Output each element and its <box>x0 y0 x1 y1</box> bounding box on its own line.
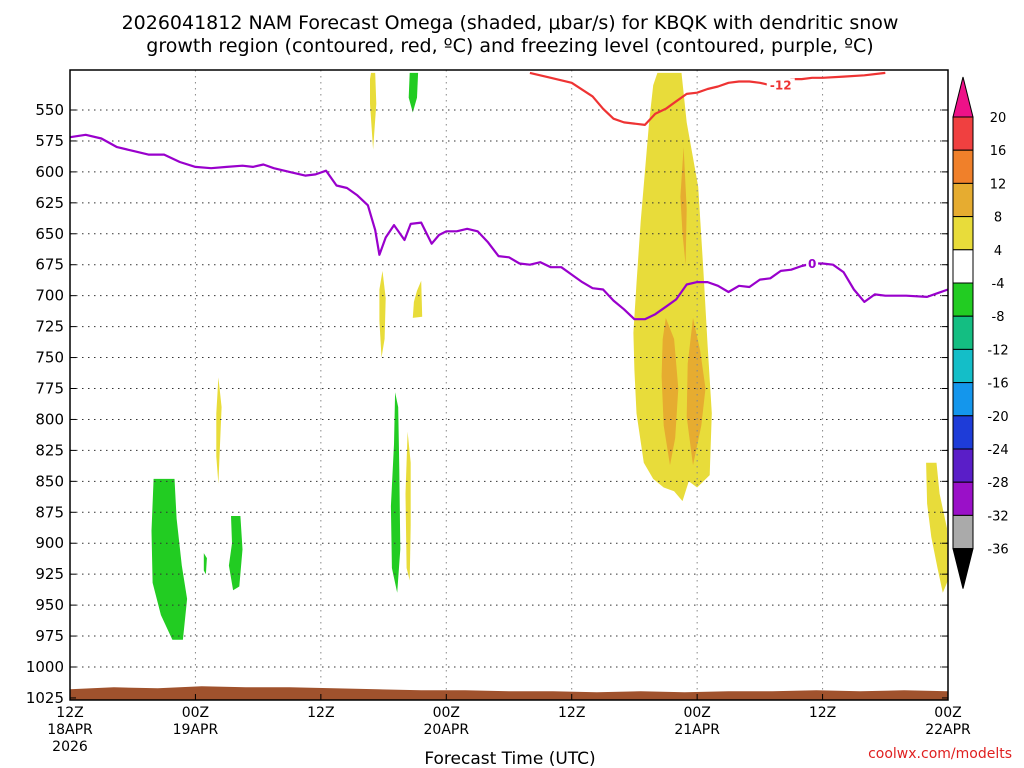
omega-region-7 <box>203 553 207 575</box>
y-tick-label: 750 <box>35 349 64 367</box>
colorbar-box <box>952 116 974 151</box>
colorbar-label: -8 <box>992 310 1005 325</box>
y-tick-label: 1000 <box>26 658 64 676</box>
omega-region-8 <box>228 516 243 591</box>
dgz-minus12-contour-line <box>529 71 886 127</box>
colorbar-box <box>952 415 974 450</box>
omega-region-12 <box>680 147 687 265</box>
y-tick-label: 800 <box>35 410 64 428</box>
y-tick-label: 775 <box>35 380 64 398</box>
plot-frame <box>69 69 949 701</box>
colorbar-label: 16 <box>990 144 1007 159</box>
x-tick-label-1: 12Z <box>809 705 836 721</box>
y-tick-label: 900 <box>35 534 64 552</box>
colorbar-label: -12 <box>987 343 1008 358</box>
omega-region-10 <box>405 431 411 581</box>
contours: 0 -12 <box>69 71 949 321</box>
colorbar-box <box>952 149 974 184</box>
colorbar-bottom-arrow <box>952 548 974 589</box>
x-tick-label-1: 12Z <box>307 705 334 721</box>
colorbar-top-arrow <box>952 76 974 118</box>
y-axis: 550 575 600 625 650 675 700 725 750 775 800 825 850 8… <box>26 101 948 707</box>
colorbar-box <box>952 315 974 350</box>
y-tick-label: 550 <box>35 101 64 119</box>
colorbar-label: -28 <box>987 476 1008 491</box>
omega-region-14 <box>686 317 706 466</box>
colorbar-label: -20 <box>987 410 1008 425</box>
colorbar: 20 16 12 8 4 -4 -8 -12 -16 -20 -24 -28 -32 -36 <box>952 76 1009 589</box>
x-tick-label-2: 20APR <box>424 722 470 738</box>
colorbar-box <box>952 282 974 317</box>
x-tick-label-1: 00Z <box>182 705 209 721</box>
colorbar-box <box>952 382 974 417</box>
y-tick-label: 950 <box>35 596 64 614</box>
colorbar-box <box>952 448 974 483</box>
omega-shading <box>151 72 948 640</box>
freezing-level-contour-label-bg <box>806 256 819 271</box>
colorbar-label: -4 <box>992 277 1005 292</box>
y-tick-label: 850 <box>35 472 64 490</box>
omega-region-1 <box>370 72 377 150</box>
omega-region-6 <box>151 478 188 640</box>
colorbar-box <box>952 182 974 218</box>
x-tick-label-2: 22APR <box>925 722 971 738</box>
colorbar-label: 8 <box>994 211 1002 226</box>
y-tick-label: 650 <box>35 225 64 243</box>
y-tick-label: 625 <box>35 194 64 212</box>
dgz-minus12-contour-label: -12 <box>770 79 792 93</box>
x-tick-label-1: 00Z <box>934 705 961 721</box>
omega-region-13 <box>661 317 679 466</box>
omega-region-15 <box>926 462 948 593</box>
y-tick-label: 675 <box>35 256 64 274</box>
colorbar-label: -32 <box>987 509 1008 524</box>
x-tick-label-2: 21APR <box>674 722 720 738</box>
colorbar-label: -16 <box>987 377 1008 392</box>
x-tick-label-3: 2026 <box>52 739 88 755</box>
y-tick-label: 925 <box>35 565 64 583</box>
y-tick-label: 575 <box>35 132 64 150</box>
colorbar-label: 4 <box>994 244 1002 259</box>
y-tick-label: 700 <box>35 287 64 305</box>
colorbar-box <box>952 249 974 284</box>
x-tick-label-1: 12Z <box>56 705 83 721</box>
colorbar-box <box>952 481 974 516</box>
omega-region-5 <box>216 377 222 484</box>
freezing-level-contour-line <box>69 133 949 321</box>
omega-region-3 <box>379 270 386 358</box>
colorbar-box <box>952 348 974 384</box>
colorbar-box <box>952 216 974 251</box>
credit-text: coolwx.com/modelts <box>868 746 1012 762</box>
chart-title-line-2: growth region (contoured, red, ºC) and f… <box>146 35 873 57</box>
colorbar-label: -24 <box>987 443 1008 458</box>
freezing-level-contour-label: 0 <box>808 257 816 271</box>
colorbar-label: 20 <box>990 111 1007 126</box>
omega-region-4 <box>412 280 423 318</box>
colorbar-label: -36 <box>987 543 1008 558</box>
x-tick-label-2: 18APR <box>47 722 93 738</box>
x-tick-label-2: 19APR <box>173 722 219 738</box>
y-tick-label: 600 <box>35 163 64 181</box>
colorbar-box <box>952 514 974 550</box>
y-tick-label: 875 <box>35 503 64 521</box>
terrain-fill <box>70 686 948 700</box>
y-tick-label: 975 <box>35 627 64 645</box>
terrain <box>70 686 948 700</box>
grid <box>70 70 948 700</box>
omega-region-2 <box>408 72 419 113</box>
omega-region-9 <box>390 392 401 593</box>
x-tick-label-1: 00Z <box>433 705 460 721</box>
x-tick-label-1: 00Z <box>683 705 710 721</box>
y-tick-label: 1025 <box>26 689 64 707</box>
y-tick-label: 725 <box>35 318 64 336</box>
dgz-minus12-contour-label-bg <box>766 78 795 93</box>
chart-title-line-1: 2026041812 NAM Forecast Omega (shaded, μ… <box>122 12 899 34</box>
y-tick-label: 825 <box>35 441 64 459</box>
x-tick-label-1: 12Z <box>558 705 585 721</box>
x-axis-label: Forecast Time (UTC) <box>424 749 595 768</box>
colorbar-label: 12 <box>990 177 1007 192</box>
